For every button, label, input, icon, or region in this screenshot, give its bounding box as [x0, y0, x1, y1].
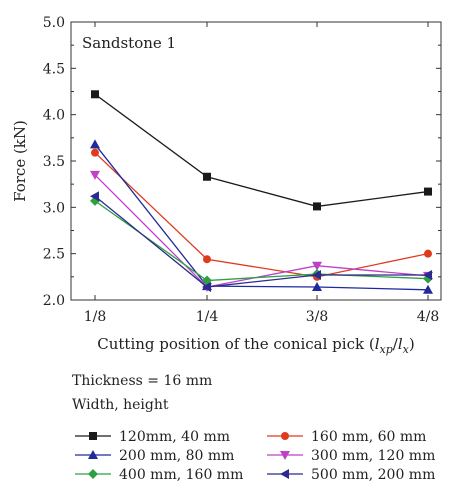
y-tick-label: 2.5 [43, 247, 65, 263]
legend-item: 300 mm, 120 mm [267, 448, 435, 464]
legend-label: 120mm, 40 mm [119, 429, 230, 445]
data-point [313, 202, 321, 211]
y-tick-label: 2.0 [43, 293, 65, 309]
series-5 [90, 191, 432, 293]
data-point [91, 148, 99, 157]
data-point [424, 249, 432, 258]
series-line [94, 195, 428, 288]
x-axis-label-l1: l [375, 335, 380, 353]
legend-heading: Width, height [72, 397, 169, 413]
legend-label: 400 mm, 160 mm [119, 467, 243, 483]
x-axis-label-sub2: x [403, 343, 410, 356]
series-2 [90, 139, 433, 294]
data-point [203, 255, 211, 264]
data-point [90, 191, 99, 202]
x-tick-label: 3/8 [306, 309, 329, 325]
series-0 [91, 90, 432, 211]
x-axis-label: Cutting position of the conical pick (lx… [97, 335, 414, 356]
y-axis-ticks: 2.0 2.5 3.0 3.5 4.0 4.5 5.0 [43, 15, 441, 309]
y-axis-label: Force (kN) [11, 120, 29, 202]
data-point [312, 261, 322, 271]
thickness-note: Thickness = 16 mm [72, 373, 213, 389]
series-line [94, 200, 429, 282]
x-tick-label: 4/8 [417, 309, 440, 325]
data-point [424, 187, 432, 196]
series-3 [90, 170, 433, 293]
x-axis-label-l2: l [398, 335, 403, 353]
data-point [312, 269, 321, 280]
legend-item: 400 mm, 160 mm [75, 467, 243, 483]
series-layer [90, 90, 433, 294]
legend-item: 200 mm, 80 mm [75, 448, 234, 464]
data-point [90, 139, 100, 149]
data-point [90, 170, 100, 180]
series-1 [91, 148, 432, 281]
legend-label: 300 mm, 120 mm [311, 448, 435, 464]
y-tick-label: 4.0 [43, 108, 65, 124]
legend-item: 500 mm, 200 mm [267, 467, 435, 483]
legend-marker [280, 469, 289, 479]
legend-item: 120mm, 40 mm [75, 429, 230, 445]
data-point [312, 282, 322, 292]
legend-marker [281, 432, 289, 440]
y-tick-label: 5.0 [43, 15, 65, 31]
y-tick-label: 4.5 [43, 61, 65, 77]
x-axis-label-prefix: Cutting position of the conical pick ( [97, 335, 374, 353]
x-tick-label: 1/8 [84, 309, 107, 325]
chart-title: Sandstone 1 [82, 34, 176, 52]
series-line [94, 152, 429, 278]
legend-label: 500 mm, 200 mm [311, 467, 435, 483]
legend-marker [88, 450, 98, 459]
legend-marker [280, 451, 290, 460]
x-axis-label-sub1: xp [380, 343, 393, 356]
data-point [91, 90, 99, 99]
series-line [94, 174, 429, 288]
series-line [94, 93, 429, 208]
x-axis-label-suffix: ) [409, 335, 415, 353]
plot-frame [70, 21, 442, 301]
x-tick-label: 1/4 [196, 309, 219, 325]
data-point [423, 269, 432, 280]
legend-label: 200 mm, 80 mm [119, 448, 234, 464]
data-point [203, 172, 211, 181]
data-point [423, 284, 433, 294]
legend-item: 160 mm, 60 mm [267, 429, 426, 445]
data-point [202, 282, 211, 293]
legend: 120mm, 40 mm 160 mm, 60 mm 200 mm, 80 mm 30… [75, 429, 435, 483]
series-line [94, 143, 429, 291]
x-axis-label-slash: / [393, 335, 399, 353]
x-axis-ticks: 1/8 1/4 3/8 4/8 [84, 22, 440, 325]
legend-marker [89, 432, 97, 440]
y-tick-label: 3.0 [43, 200, 65, 216]
y-tick-label: 3.5 [43, 154, 65, 170]
legend-label: 160 mm, 60 mm [311, 429, 426, 445]
legend-marker [88, 469, 98, 479]
